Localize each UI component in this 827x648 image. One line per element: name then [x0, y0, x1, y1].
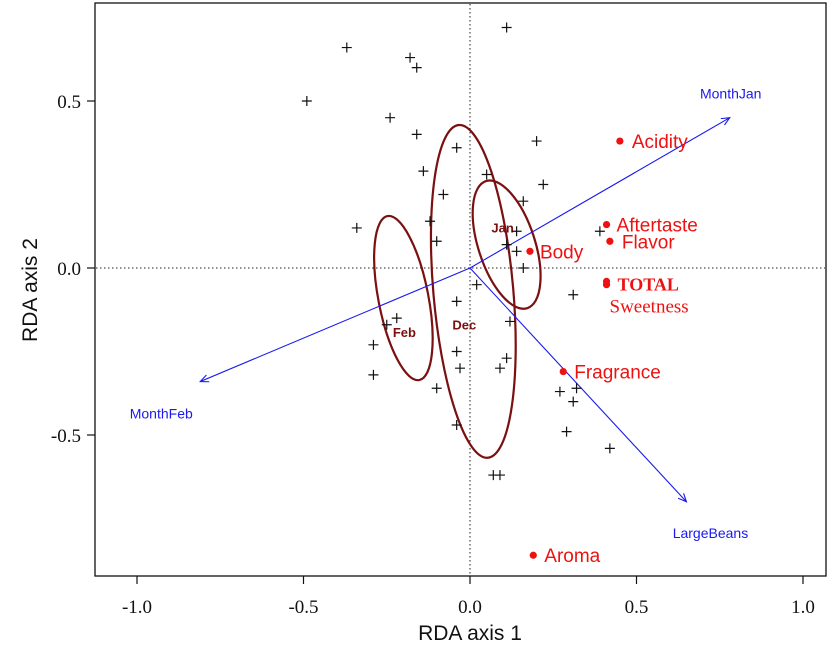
x-tick-label: 0.5: [625, 597, 649, 618]
sample-point: [554, 386, 565, 397]
sample-point: [438, 189, 449, 200]
sample-point: [425, 216, 436, 227]
group-label-jan: Jan: [491, 221, 513, 236]
sample-point: [451, 142, 462, 153]
ellipse-jan: [471, 179, 542, 310]
response-label-aroma: Aroma: [544, 546, 600, 567]
vector-arrowhead-monthjan: [720, 117, 731, 126]
sample-point: [431, 383, 442, 394]
sample-point: [368, 369, 379, 380]
sample-point: [518, 263, 529, 273]
group-ellipses: Jan Feb Dec: [373, 123, 542, 459]
group-label-dec: Dec: [452, 317, 476, 332]
vector-monthjan: [469, 117, 731, 269]
sample-point: [571, 383, 582, 394]
ellipse-dec: [429, 123, 517, 459]
sample-point: [594, 226, 605, 237]
y-axis-title: RDA axis 2: [19, 238, 42, 342]
response-label-acidity: Acidity: [632, 132, 688, 153]
sample-point: [568, 289, 579, 300]
response-label-flavor: Flavor: [622, 232, 675, 253]
sample-point: [471, 279, 482, 290]
sample-point: [411, 129, 422, 140]
sample-point: [418, 166, 429, 177]
plot-frame: [94, 2, 827, 577]
vector-arrowhead-largebeans: [677, 493, 688, 503]
x-tick-label: 0.0: [458, 597, 482, 618]
y-tick-label: 0.0: [57, 259, 81, 280]
sample-point: [568, 396, 579, 407]
x-tick-label: 1.0: [791, 597, 815, 618]
explanatory-vectors: MonthJan MonthFeb LargeBeans: [130, 86, 762, 541]
reference-lines: [96, 4, 825, 575]
response-label-body: Body: [540, 242, 584, 263]
axes: -1.0 -0.5 0.0 0.5 1.0 -0.5 0.0 0.5: [51, 92, 815, 618]
vector-label-monthjan: MonthJan: [700, 86, 761, 102]
response-point-aroma: [529, 551, 537, 559]
sample-point: [501, 22, 512, 33]
x-axis-title: RDA axis 1: [418, 622, 522, 645]
sample-point: [431, 236, 442, 247]
sample-point: [504, 316, 515, 327]
sample-point: [451, 296, 462, 307]
response-point-fragrance: [559, 367, 567, 376]
response-point-sweetness: [602, 281, 611, 289]
response-label-sweetness: Sweetness: [610, 297, 689, 318]
response-point-aftertaste: [602, 220, 611, 229]
group-label-feb: Feb: [393, 325, 416, 340]
sample-point: [368, 339, 379, 350]
x-tick-label: -1.0: [122, 597, 152, 618]
response-point-flavor: [606, 237, 614, 245]
sample-point: [341, 42, 352, 53]
response-label-total: TOTAL: [618, 274, 679, 294]
sample-point: [501, 353, 512, 364]
sample-point: [455, 363, 466, 374]
plot-panel: -1.0 -0.5 0.0 0.5 1.0 -0.5 0.0 0.5 Jan Feb Dec Mo…: [51, 2, 827, 618]
sample-points: [301, 22, 615, 481]
sample-point: [518, 196, 529, 207]
sample-point: [501, 239, 512, 250]
response-point-acidity: [616, 137, 624, 145]
y-tick-label: 0.5: [57, 92, 81, 113]
sample-point: [604, 443, 615, 454]
sample-point: [351, 222, 362, 233]
sample-point: [381, 319, 392, 330]
response-label-fragrance: Fragrance: [574, 363, 661, 384]
sample-point: [411, 62, 422, 73]
sample-point: [301, 96, 312, 106]
y-tick-label: -0.5: [51, 426, 81, 447]
sample-point: [538, 179, 549, 190]
vector-largebeans: [469, 267, 687, 503]
sample-point: [561, 426, 572, 437]
vector-arrowhead-monthfeb: [199, 374, 210, 383]
vector-label-largebeans: LargeBeans: [673, 525, 749, 541]
sample-point: [481, 169, 492, 180]
ellipse-feb: [373, 214, 434, 382]
sample-point: [531, 136, 542, 147]
sample-point: [511, 226, 522, 237]
response-label-aftertaste: Aftertaste: [617, 216, 698, 237]
sample-point: [391, 313, 402, 324]
sample-point: [494, 470, 505, 481]
sample-point: [511, 246, 522, 257]
vector-monthfeb: [200, 267, 471, 383]
sample-point: [451, 419, 462, 430]
x-tick-label: -0.5: [288, 597, 318, 618]
sample-point: [405, 52, 416, 63]
response-point-body: [526, 247, 534, 255]
vector-label-monthfeb: MonthFeb: [130, 406, 193, 422]
sample-point: [385, 112, 396, 123]
sample-point: [494, 363, 505, 374]
sample-point: [451, 346, 462, 357]
